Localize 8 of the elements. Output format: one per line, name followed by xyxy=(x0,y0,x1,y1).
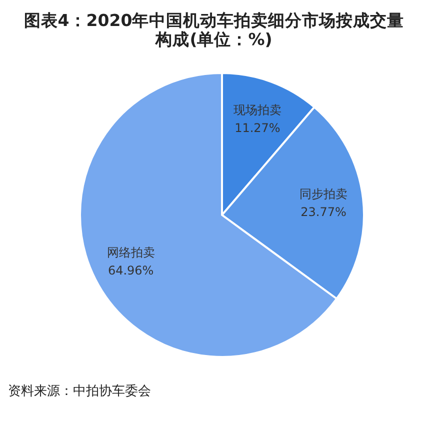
data-label: 23.77% xyxy=(300,205,346,220)
chart-title: 图表4：2020年中国机动车拍卖细分市场按成交量构成(单位：%) xyxy=(24,11,404,49)
data-label: 64.96% xyxy=(108,263,154,278)
slice-label: 同步拍卖 xyxy=(300,187,348,202)
data-label: 11.27% xyxy=(234,121,280,136)
text: 资料来源：中拍协车委会 xyxy=(8,384,151,399)
slice-label: 现场拍卖 xyxy=(233,103,282,118)
slice-label: 网络拍卖 xyxy=(106,245,155,260)
